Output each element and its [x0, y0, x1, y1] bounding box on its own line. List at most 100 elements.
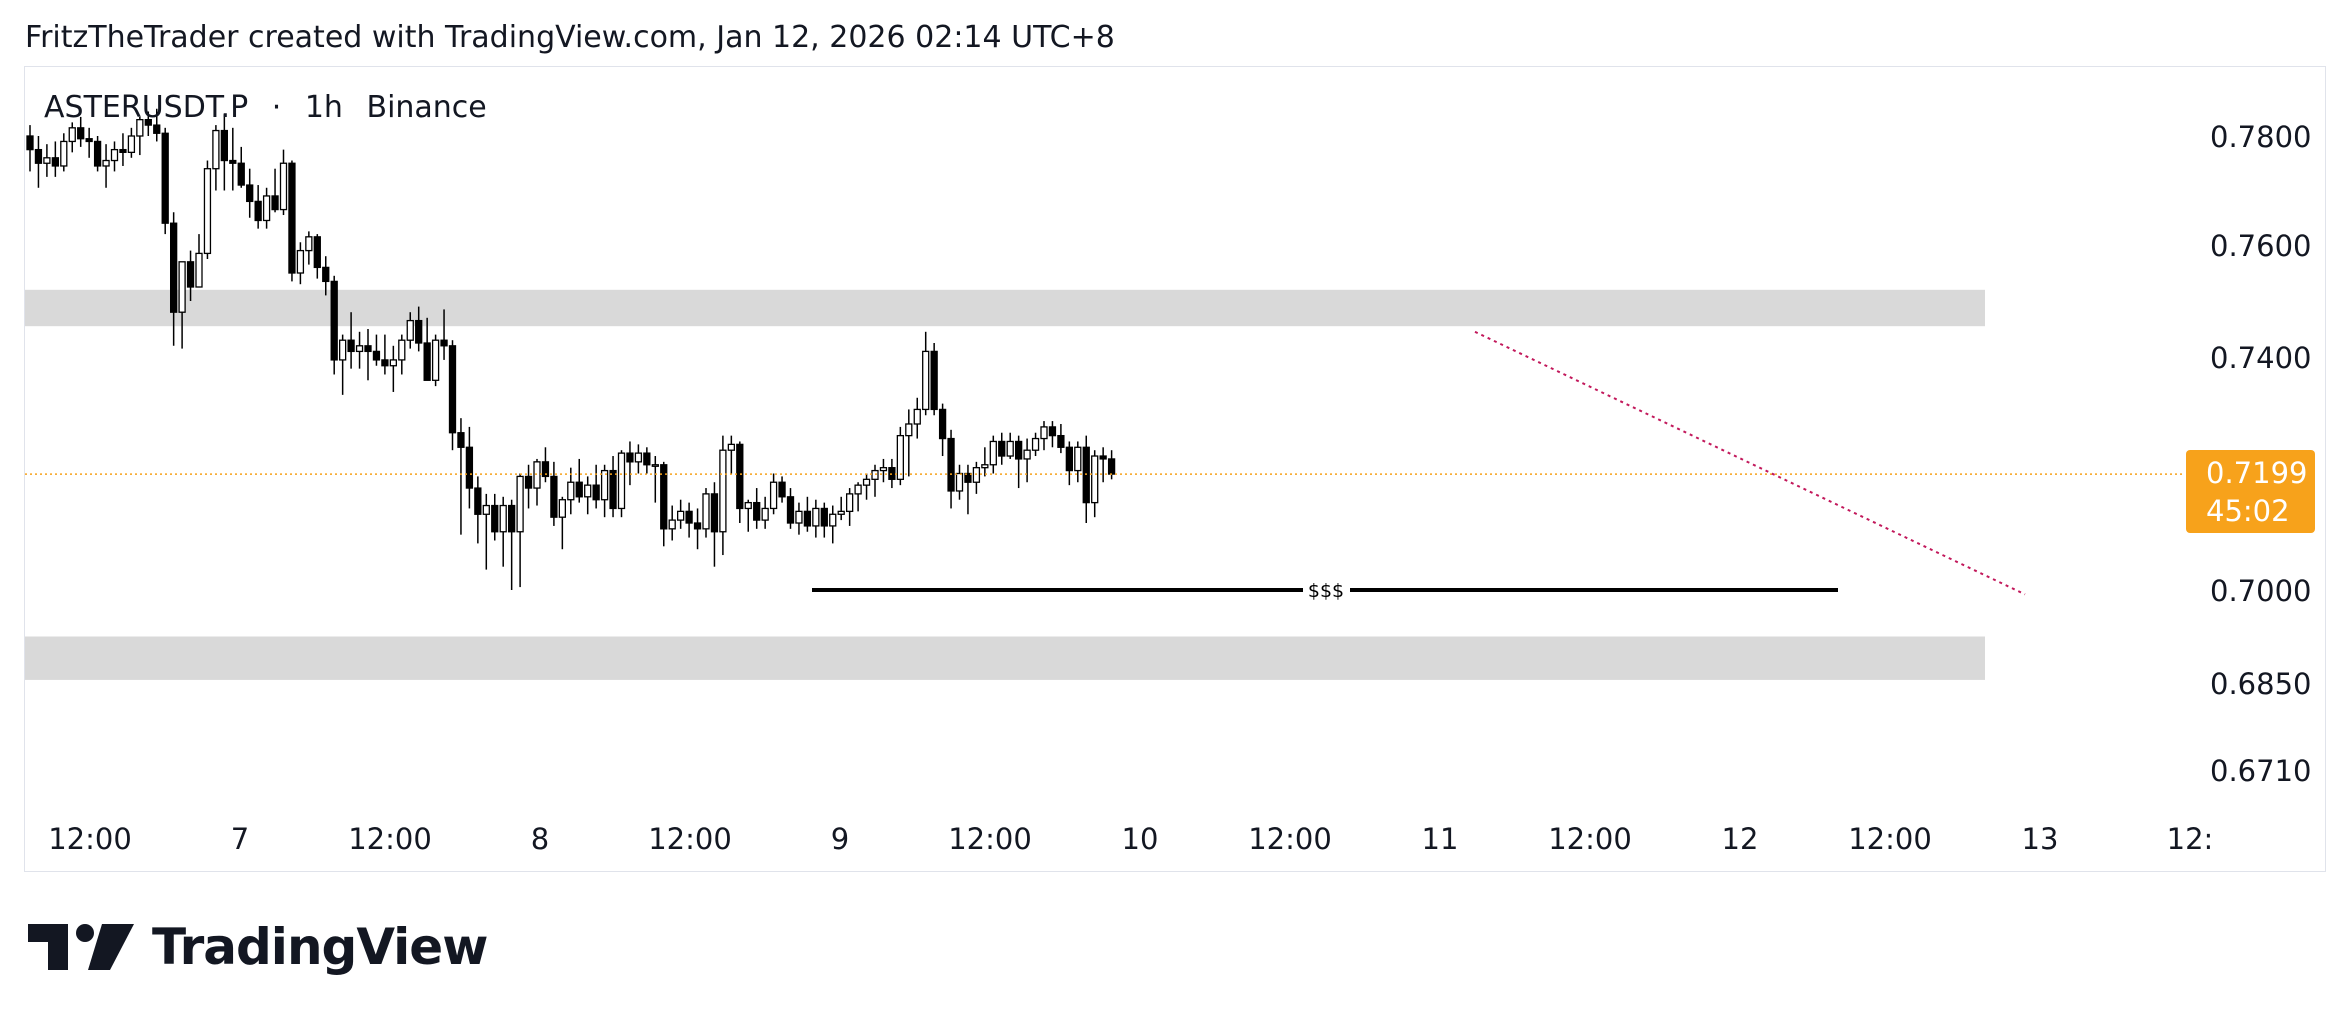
candle	[1006, 432, 1014, 459]
candle	[685, 502, 693, 538]
candle-body	[448, 345, 457, 434]
candle-body	[381, 359, 389, 367]
candle	[905, 409, 913, 477]
symbol-exchange: Binance	[366, 90, 487, 125]
candle	[846, 488, 854, 526]
candle	[584, 476, 592, 515]
candle-body	[829, 513, 837, 527]
candle	[837, 496, 845, 521]
candle	[203, 160, 212, 259]
candle-body	[415, 319, 423, 344]
chart-frame	[24, 66, 2326, 872]
candle	[381, 334, 389, 375]
candle-body	[812, 507, 820, 527]
candle	[1031, 432, 1040, 457]
candle-body	[1107, 458, 1116, 475]
symbol-legend[interactable]: ASTERUSDT.P · 1h Binance	[44, 90, 501, 125]
candle-body	[246, 184, 254, 203]
supply-zone	[25, 289, 1985, 327]
candle-body	[60, 140, 68, 167]
candle-body	[677, 510, 685, 521]
candle-body	[761, 507, 769, 521]
candle	[744, 499, 752, 532]
candle	[119, 133, 127, 166]
candle-body	[854, 484, 862, 495]
candle-body	[229, 159, 237, 164]
candle-body	[482, 504, 490, 515]
x-tick-label: 12:00	[348, 822, 432, 856]
candle-body	[592, 484, 600, 501]
candle-body	[989, 440, 997, 466]
candle	[474, 476, 482, 544]
candle	[507, 499, 516, 590]
tradingview-logo[interactable]: TradingView	[28, 918, 488, 976]
candle-body	[668, 519, 676, 530]
symbol-interval: 1h	[304, 90, 343, 125]
candle-body	[786, 496, 795, 524]
candle-body	[119, 148, 127, 153]
symbol-ticker: ASTERUSDT.P	[44, 90, 249, 125]
tradingview-logo-icon	[28, 924, 134, 970]
candle-body	[195, 252, 203, 288]
candle-body	[262, 195, 271, 222]
candle-body	[913, 408, 921, 425]
candle	[609, 456, 617, 518]
candle-body	[85, 138, 93, 143]
candle	[617, 450, 626, 518]
candle	[347, 312, 355, 369]
candle-body	[905, 423, 913, 437]
candle-body	[634, 452, 643, 463]
candle-body	[922, 350, 930, 411]
candle-body	[144, 119, 152, 126]
candle-body	[516, 475, 524, 533]
candle	[938, 403, 947, 457]
candle	[1099, 447, 1107, 483]
candle-body	[161, 132, 169, 224]
trendline	[1474, 330, 2026, 596]
y-tick-label: 0.7800	[2210, 120, 2311, 154]
candle-body	[136, 119, 144, 137]
x-tick-label: 12	[1722, 822, 1759, 856]
candle	[989, 435, 997, 474]
symbol-separator: ·	[271, 90, 282, 125]
candle	[922, 331, 930, 416]
candle-body	[938, 408, 947, 440]
candle-body	[719, 449, 727, 533]
current-price-label: 0.7199 45:02	[2186, 450, 2315, 533]
candle	[288, 160, 296, 282]
y-axis: 0.7800 0.7600 0.7400 0.7000 0.6850 0.6710	[2210, 120, 2311, 788]
candle	[567, 467, 575, 515]
y-tick-label: 0.7000	[2210, 574, 2311, 608]
candle	[913, 397, 921, 439]
candle-body	[254, 200, 262, 222]
bar-countdown: 45:02	[2206, 494, 2290, 528]
candle	[575, 458, 583, 503]
liquidity-label: $$$	[1308, 580, 1344, 602]
candle-body	[398, 339, 406, 361]
candle	[981, 447, 989, 477]
candle-body	[803, 510, 812, 527]
candle-body	[127, 135, 136, 154]
candle	[212, 125, 220, 191]
candle-body	[169, 222, 178, 313]
candle	[499, 496, 507, 567]
candle	[34, 136, 43, 188]
candle-body	[43, 157, 51, 164]
candle-body	[617, 452, 626, 510]
candle	[254, 185, 262, 229]
candle-body	[524, 475, 533, 489]
candle-body	[736, 443, 744, 510]
demand-zone	[25, 636, 1985, 680]
candle	[85, 127, 93, 158]
candle	[271, 168, 279, 213]
candle-body	[440, 339, 448, 347]
candle-body	[1015, 440, 1023, 460]
candle	[930, 343, 938, 416]
candle-body	[769, 481, 778, 510]
candle-body	[643, 452, 651, 466]
chart-attribution: FritzTheTrader created with TradingView.…	[25, 20, 1115, 55]
candle	[51, 141, 59, 177]
candle	[558, 496, 566, 550]
candle	[246, 168, 254, 218]
